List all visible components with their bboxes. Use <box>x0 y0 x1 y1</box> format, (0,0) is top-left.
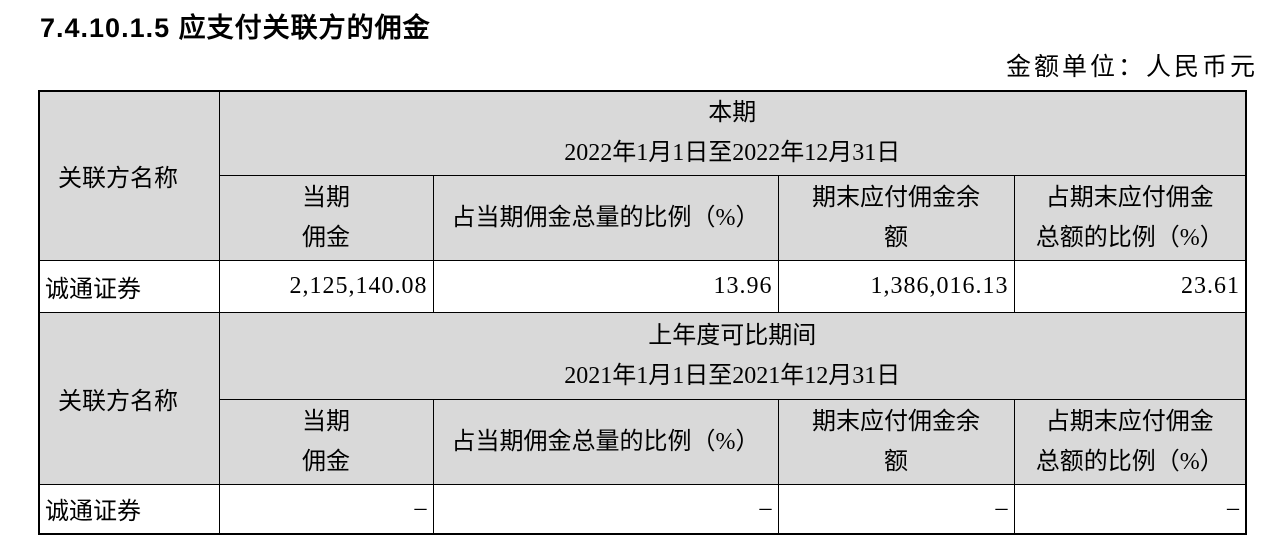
table-row: 当期 佣金 占当期佣金总量的比例（%） 期末应付佣金余 额 占期末应付佣金 总额… <box>39 174 1247 261</box>
period-range: 2022年1月1日至2022年12月31日 <box>564 140 901 167</box>
period-title: 上年度可比期间 <box>648 322 817 349</box>
period-range: 2021年1月1日至2021年12月31日 <box>564 362 901 389</box>
section-title: 7.4.10.1.5 应支付关联方的佣金 <box>40 13 431 43</box>
table-row: 关联方名称 本期 2022年1月1日至2022年12月31日 <box>38 90 1247 261</box>
col-header-current-commission: 当期 佣金 <box>218 174 434 261</box>
period-header-cell: 上年度可比期间 2021年1月1日至2021年12月31日 <box>218 311 1247 400</box>
table-row: 关联方名称 上年度可比期间 2021年1月1日至2021年12月31日 <box>38 311 1247 485</box>
col-header-pct-of-period-total: 占当期佣金总量的比例（%） <box>432 398 779 485</box>
value-pct-of-ending-total: 23.61 <box>1013 259 1247 313</box>
period-title: 本期 <box>708 100 757 127</box>
value-ending-payable-balance: 1,386,016.13 <box>777 259 1015 313</box>
unit-note: 金额单位：人民币元 <box>1005 54 1258 81</box>
related-party-name-cell: 诚通证券 <box>38 259 220 313</box>
period-header-cell: 本期 2022年1月1日至2022年12月31日 <box>218 90 1247 176</box>
row-header-cell: 关联方名称 <box>38 90 220 261</box>
value-ending-payable-balance: – <box>777 483 1015 535</box>
value-pct-of-period-total: 13.96 <box>432 259 779 313</box>
value-pct-of-period-total: – <box>432 483 779 535</box>
row-header-cell: 关联方名称 <box>38 311 220 485</box>
table-row: 诚通证券 2,125,140.08 13.96 1,386,016.13 23.… <box>38 259 1247 313</box>
col-header-pct-of-period-total: 占当期佣金总量的比例（%） <box>432 174 779 261</box>
col-header-ending-payable-balance: 期末应付佣金余 额 <box>777 174 1015 261</box>
table-row: 诚通证券 – – – – <box>38 483 1247 535</box>
col-header-pct-of-ending-total: 占期末应付佣金 总额的比例（%） <box>1013 174 1247 261</box>
related-party-commission-table: 关联方名称 本期 2022年1月1日至2022年12月31日 当期 佣金 占当期… <box>38 90 1247 535</box>
value-current-commission: – <box>218 483 434 535</box>
col-header-current-commission: 当期 佣金 <box>218 398 434 485</box>
value-current-commission: 2,125,140.08 <box>218 259 434 313</box>
col-header-pct-of-ending-total: 占期末应付佣金 总额的比例（%） <box>1013 398 1247 485</box>
related-party-name-cell: 诚通证券 <box>38 483 220 535</box>
value-pct-of-ending-total: – <box>1013 483 1247 535</box>
col-header-ending-payable-balance: 期末应付佣金余 额 <box>777 398 1015 485</box>
table-row: 当期 佣金 占当期佣金总量的比例（%） 期末应付佣金余 额 占期末应付佣金 总额… <box>39 398 1247 485</box>
